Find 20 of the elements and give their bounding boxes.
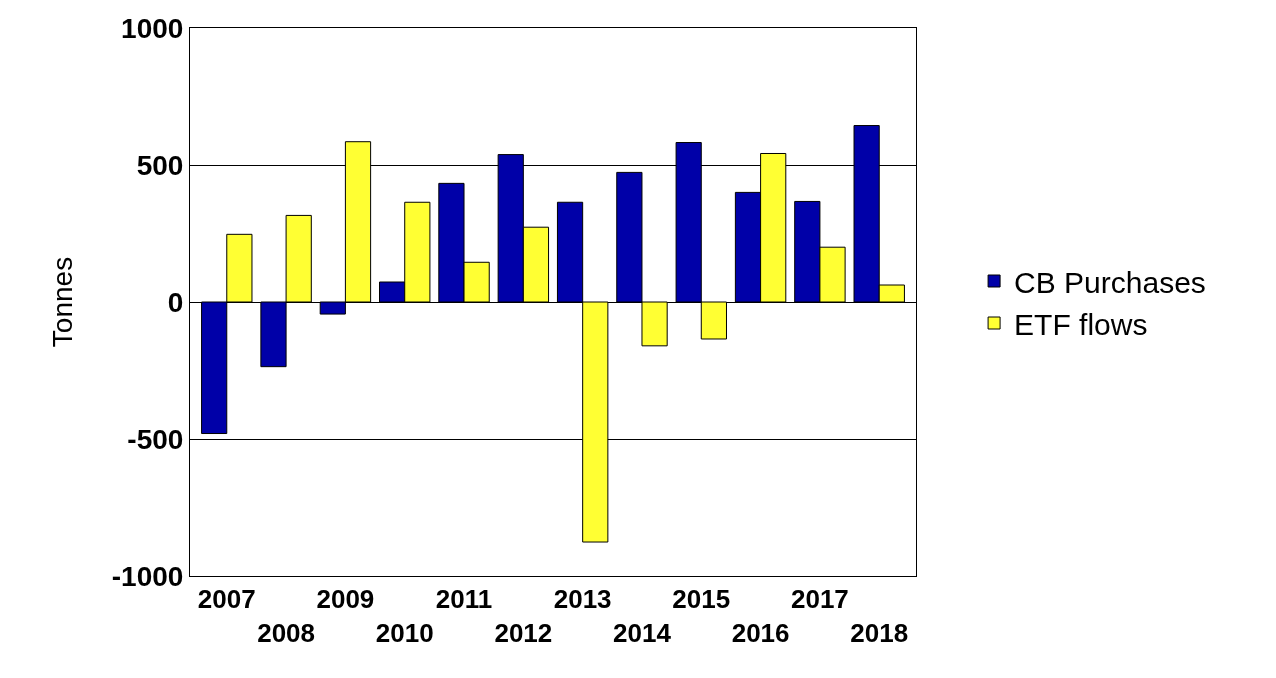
- y-tick-label: 0: [167, 286, 184, 318]
- legend-label: ETF flows: [1014, 307, 1148, 341]
- x-tick-label: 2013: [553, 584, 612, 615]
- x-tick-label: 2012: [494, 618, 553, 648]
- x-tick-label: 2018: [850, 618, 909, 648]
- y-tick-label: -1000: [111, 560, 184, 592]
- legend-label: CB Purchases: [1014, 265, 1206, 299]
- x-tick-label: 2007: [197, 584, 256, 615]
- y-tick-label: -500: [127, 423, 184, 455]
- y-axis-title: Tonnes: [47, 256, 79, 348]
- y-tick-label: 1000: [121, 12, 184, 44]
- x-tick-label: 2008: [257, 618, 316, 648]
- x-tick-label: 2017: [790, 584, 849, 615]
- x-tick-label: 2014: [613, 618, 672, 648]
- x-tick-label: 2011: [435, 584, 493, 615]
- x-tick-label: 2010: [375, 618, 434, 648]
- x-tick-label: 2015: [672, 584, 731, 615]
- y-tick-label: 500: [136, 149, 184, 181]
- x-tick-label: 2009: [316, 584, 375, 615]
- x-tick-label: 2016: [731, 618, 790, 648]
